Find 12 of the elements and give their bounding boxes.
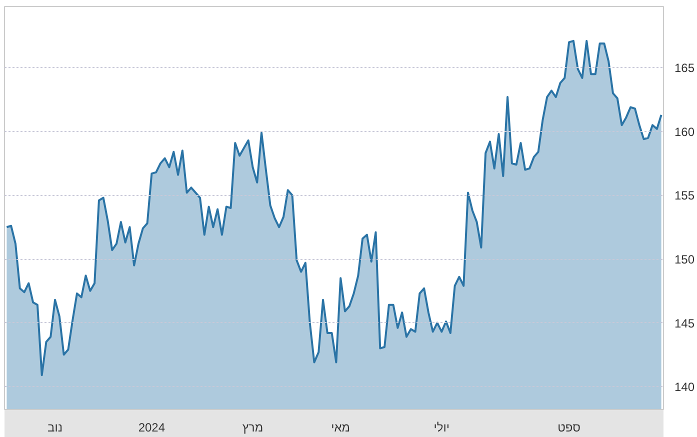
x-tick-label: נוב	[48, 420, 63, 434]
x-tick-label: יולי	[434, 420, 450, 434]
y-tick-label: 150	[674, 252, 695, 267]
y-tick-label: 160	[674, 124, 695, 139]
y-tick-label: 155	[674, 188, 695, 203]
y-tick-label: 165	[674, 61, 695, 76]
y-tick-label: 145	[674, 316, 695, 330]
y-tick-label: 140	[674, 380, 695, 394]
x-tick-label: ספט	[558, 420, 581, 434]
x-tick-label: מרץ	[242, 420, 264, 434]
x-tick-label: 2024	[138, 420, 166, 434]
x-tick-label: מאי	[331, 420, 350, 434]
